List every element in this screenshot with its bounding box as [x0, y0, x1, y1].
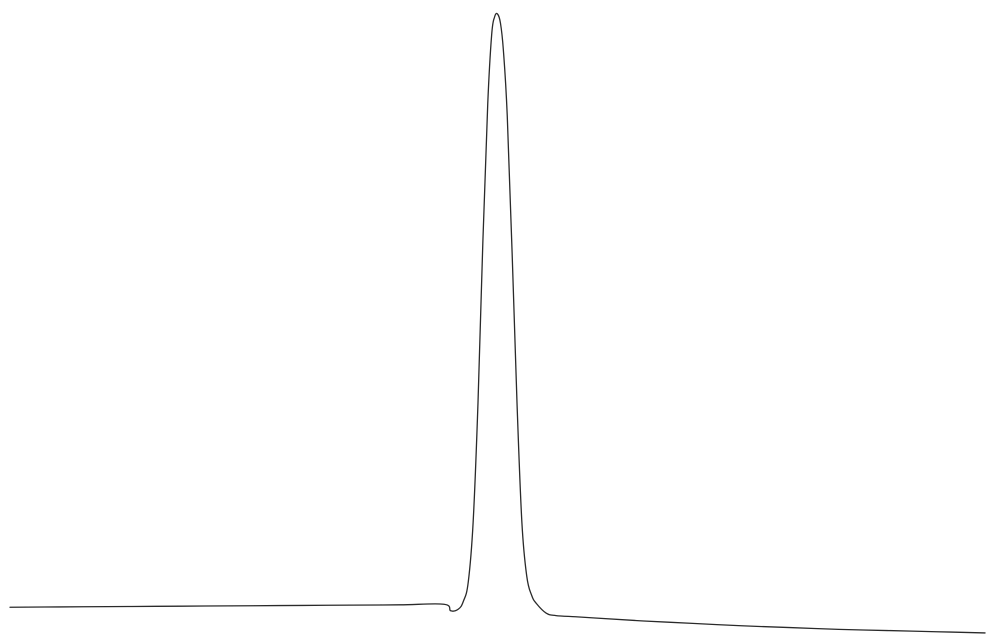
trace-layer — [9, 12, 986, 634]
series-line-0 — [9, 12, 986, 634]
